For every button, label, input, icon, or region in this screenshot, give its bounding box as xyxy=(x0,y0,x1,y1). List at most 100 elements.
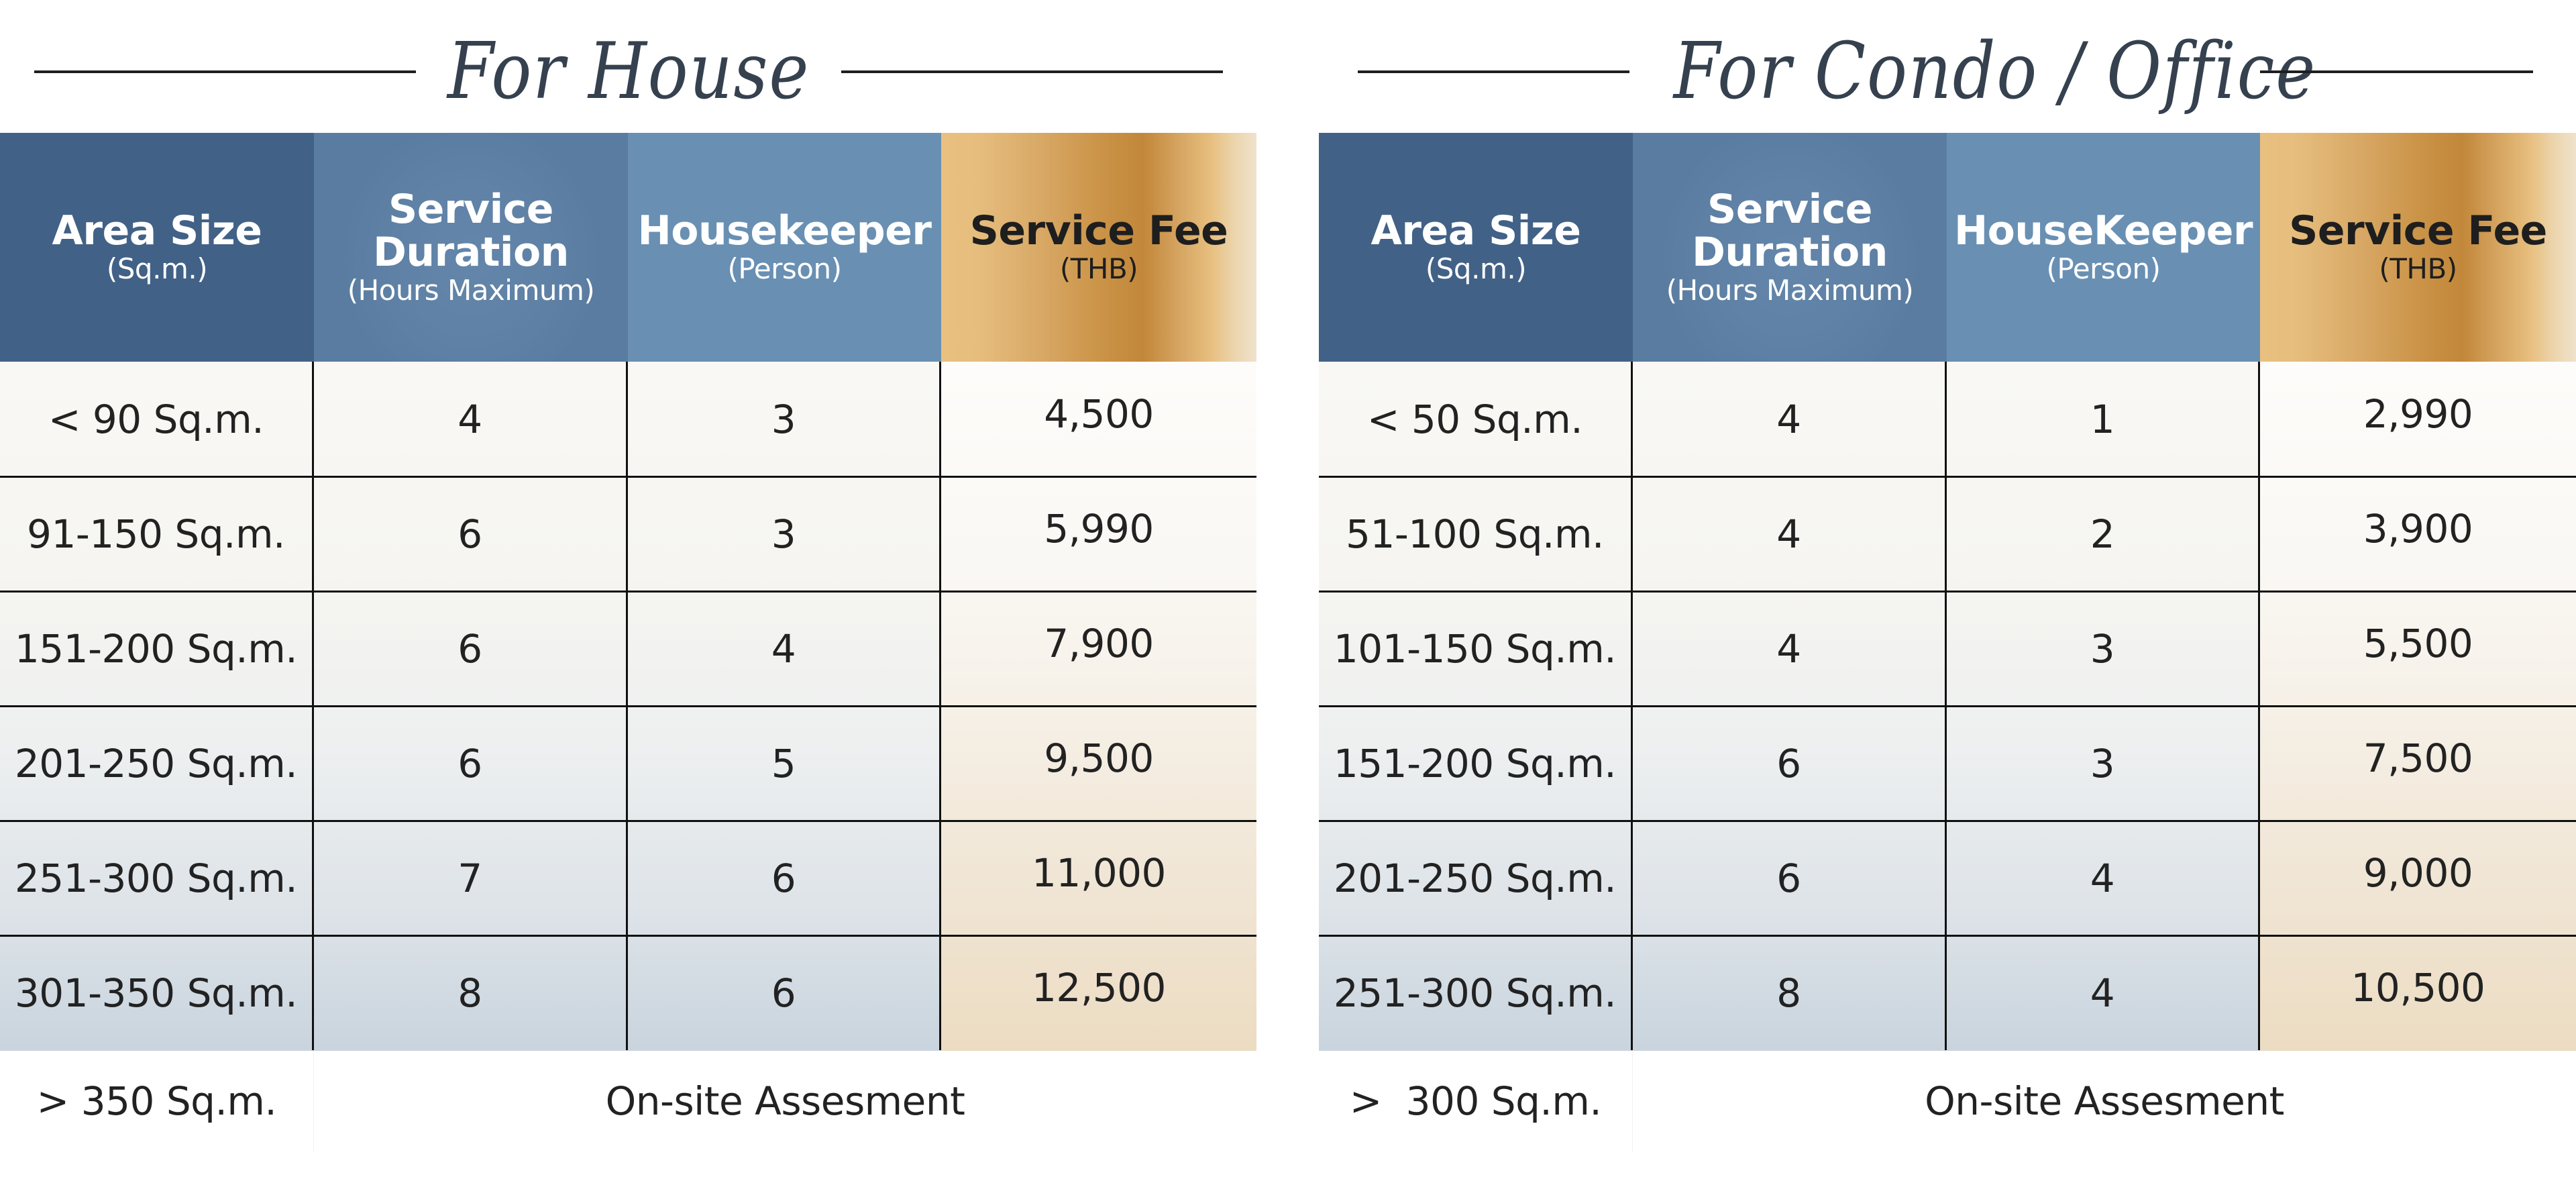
cell-duration: 6 xyxy=(314,591,628,706)
cell-duration: 6 xyxy=(314,476,628,591)
header-service-fee: Service Fee (THB) xyxy=(2260,133,2576,362)
table-footer-row: > 300 Sq.m. On-site Assesment xyxy=(1319,1051,2576,1151)
header-service-duration: Service Duration (Hours Maximum) xyxy=(314,133,628,362)
cell-area: 251-300 Sq.m. xyxy=(1319,935,1633,1050)
cell-fee: 7,500 xyxy=(2363,735,2473,781)
header-service-duration: Service Duration (Hours Maximum) xyxy=(1633,133,1947,362)
cell-duration: 6 xyxy=(314,706,628,821)
cell-area: 301-350 Sq.m. xyxy=(0,935,314,1050)
cell-duration: 4 xyxy=(1633,591,1947,706)
row-divider xyxy=(1319,935,2576,937)
cell-area: 51-100 Sq.m. xyxy=(1319,476,1633,591)
house-title: For House xyxy=(447,26,810,117)
row-divider xyxy=(1319,705,2576,707)
row-divider xyxy=(1319,476,2576,478)
table-row: 301-350 Sq.m. 8 6 12,500 xyxy=(0,935,1256,1050)
header-housekeeper: HouseKeeper (Person) xyxy=(1947,133,2260,362)
cell-area: 101-150 Sq.m. xyxy=(1319,591,1633,706)
condo-title: For Condo / Office xyxy=(1673,26,2317,117)
cell-fee: 4,500 xyxy=(1044,391,1154,437)
title-rule-right xyxy=(2260,70,2533,73)
cell-housekeepers: 5 xyxy=(628,706,941,821)
table-body: < 50 Sq.m. 4 1 2,990 51-100 Sq.m. 4 2 3,… xyxy=(1319,362,2576,1051)
condo-pricing-table: Area Size (Sq.m.) Service Duration (Hour… xyxy=(1319,133,2576,1151)
table-body: < 90 Sq.m. 4 3 4,500 91-150 Sq.m. 6 3 5,… xyxy=(0,362,1256,1051)
cell-duration: 8 xyxy=(314,935,628,1050)
cell-duration: 4 xyxy=(314,362,628,476)
cell-housekeepers: 1 xyxy=(1947,362,2260,476)
cell-duration: 4 xyxy=(1633,476,1947,591)
cell-housekeepers: 3 xyxy=(628,476,941,591)
house-pricing-table: Area Size (Sq.m.) Service Duration (Hour… xyxy=(0,133,1256,1151)
cell-housekeepers: 4 xyxy=(1947,935,2260,1050)
footer-area: > 350 Sq.m. xyxy=(0,1051,314,1151)
cell-area: 201-250 Sq.m. xyxy=(1319,821,1633,935)
cell-fee: 11,000 xyxy=(1032,850,1166,896)
cell-area: 201-250 Sq.m. xyxy=(0,706,314,821)
cell-area: 151-200 Sq.m. xyxy=(0,591,314,706)
cell-housekeepers: 3 xyxy=(1947,706,2260,821)
table-footer-row: > 350 Sq.m. On-site Assesment xyxy=(0,1051,1256,1151)
table-header-row: Area Size (Sq.m.) Service Duration (Hour… xyxy=(1319,133,2576,362)
cell-duration: 6 xyxy=(1633,821,1947,935)
condo-title-bar: For Condo / Office xyxy=(1319,0,2576,133)
cell-duration: 8 xyxy=(1633,935,1947,1050)
row-divider xyxy=(0,590,1256,593)
house-pricing-panel: For House Area Size (Sq.m.) Service Dura… xyxy=(0,0,1256,1181)
table-row: < 50 Sq.m. 4 1 2,990 xyxy=(1319,362,2576,478)
table-row: 201-250 Sq.m. 6 4 9,000 xyxy=(1319,821,2576,937)
header-area-size: Area Size (Sq.m.) xyxy=(0,133,314,362)
cell-housekeepers: 6 xyxy=(628,935,941,1050)
table-row: 151-200 Sq.m. 6 3 7,500 xyxy=(1319,706,2576,822)
house-title-bar: For House xyxy=(0,0,1256,133)
row-divider xyxy=(0,820,1256,822)
cell-fee: 9,500 xyxy=(1044,735,1154,781)
cell-housekeepers: 4 xyxy=(628,591,941,706)
table-row: 91-150 Sq.m. 6 3 5,990 xyxy=(0,476,1256,593)
cell-fee: 2,990 xyxy=(2363,391,2473,437)
cell-housekeepers: 6 xyxy=(628,821,941,935)
cell-fee: 9,000 xyxy=(2363,850,2473,896)
cell-area: < 50 Sq.m. xyxy=(1319,362,1633,476)
table-row: 201-250 Sq.m. 6 5 9,500 xyxy=(0,706,1256,822)
header-area-size: Area Size (Sq.m.) xyxy=(1319,133,1633,362)
table-row: < 90 Sq.m. 4 3 4,500 xyxy=(0,362,1256,478)
footer-onsite-assessment: On-site Assesment xyxy=(1925,1078,2284,1124)
row-divider xyxy=(1319,820,2576,822)
cell-fee: 7,900 xyxy=(1044,620,1154,666)
table-row: 101-150 Sq.m. 4 3 5,500 xyxy=(1319,591,2576,707)
row-divider xyxy=(0,476,1256,478)
cell-fee: 5,990 xyxy=(1044,505,1154,552)
title-rule-left xyxy=(1358,70,1629,73)
table-row: 251-300 Sq.m. 7 6 11,000 xyxy=(0,821,1256,937)
row-divider xyxy=(1319,590,2576,593)
table-row: 151-200 Sq.m. 6 4 7,900 xyxy=(0,591,1256,707)
cell-area: 251-300 Sq.m. xyxy=(0,821,314,935)
cell-housekeepers: 4 xyxy=(1947,821,2260,935)
title-rule-left xyxy=(34,70,416,73)
table-row: 251-300 Sq.m. 8 4 10,500 xyxy=(1319,935,2576,1050)
cell-duration: 6 xyxy=(1633,706,1947,821)
cell-housekeepers: 3 xyxy=(1947,591,2260,706)
cell-duration: 7 xyxy=(314,821,628,935)
cell-fee: 12,500 xyxy=(1032,964,1166,1011)
cell-fee: 5,500 xyxy=(2363,620,2473,666)
cell-housekeepers: 2 xyxy=(1947,476,2260,591)
title-rule-right xyxy=(841,70,1223,73)
cell-duration: 4 xyxy=(1633,362,1947,476)
footer-area: > 300 Sq.m. xyxy=(1319,1051,1633,1151)
header-housekeeper: Housekeeper (Person) xyxy=(628,133,941,362)
cell-area: 151-200 Sq.m. xyxy=(1319,706,1633,821)
footer-onsite-assessment: On-site Assesment xyxy=(605,1078,965,1124)
row-divider xyxy=(0,705,1256,707)
row-divider xyxy=(0,935,1256,937)
table-row: 51-100 Sq.m. 4 2 3,900 xyxy=(1319,476,2576,593)
cell-housekeepers: 3 xyxy=(628,362,941,476)
cell-area: < 90 Sq.m. xyxy=(0,362,314,476)
condo-pricing-panel: For Condo / Office Area Size (Sq.m.) Ser… xyxy=(1319,0,2576,1181)
cell-area: 91-150 Sq.m. xyxy=(0,476,314,591)
header-service-fee: Service Fee (THB) xyxy=(941,133,1256,362)
cell-fee: 10,500 xyxy=(2351,964,2485,1011)
cell-fee: 3,900 xyxy=(2363,505,2473,552)
table-header-row: Area Size (Sq.m.) Service Duration (Hour… xyxy=(0,133,1256,362)
